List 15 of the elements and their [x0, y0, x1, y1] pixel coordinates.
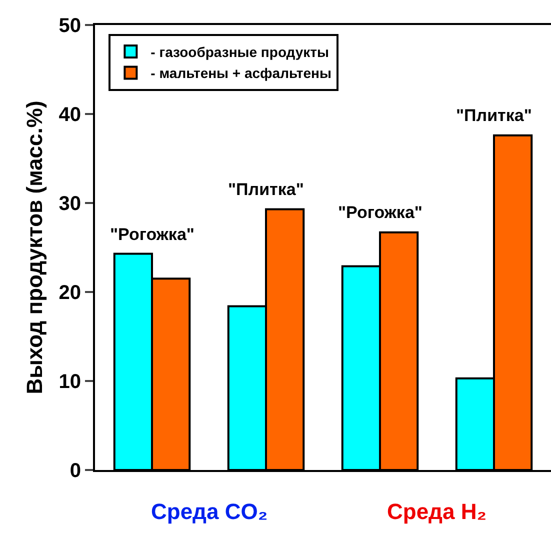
text: Среда CO₂	[151, 499, 268, 524]
y-axis-title: Выход продуктов (масс.%)	[22, 100, 48, 394]
x-tick-label: "Плитка"	[456, 106, 532, 125]
x-tick-label: "Рогожка"	[338, 203, 422, 222]
legend-label: - мальтены + асфальтены	[150, 65, 332, 82]
text: Среда H₂	[387, 499, 487, 524]
y-tick-label: 20	[58, 282, 81, 304]
y-tick-label: 30	[58, 193, 81, 215]
y-tick-label: 10	[58, 371, 81, 393]
legend-label: - газообразные продукты	[150, 44, 329, 60]
x-tick-label: "Рогожка"	[110, 225, 194, 244]
y-tick-label: 50	[58, 15, 81, 37]
y-tick-label: 0	[70, 460, 81, 482]
x-tick-label: "Плитка"	[228, 180, 304, 199]
y-tick-label: 40	[58, 104, 81, 126]
